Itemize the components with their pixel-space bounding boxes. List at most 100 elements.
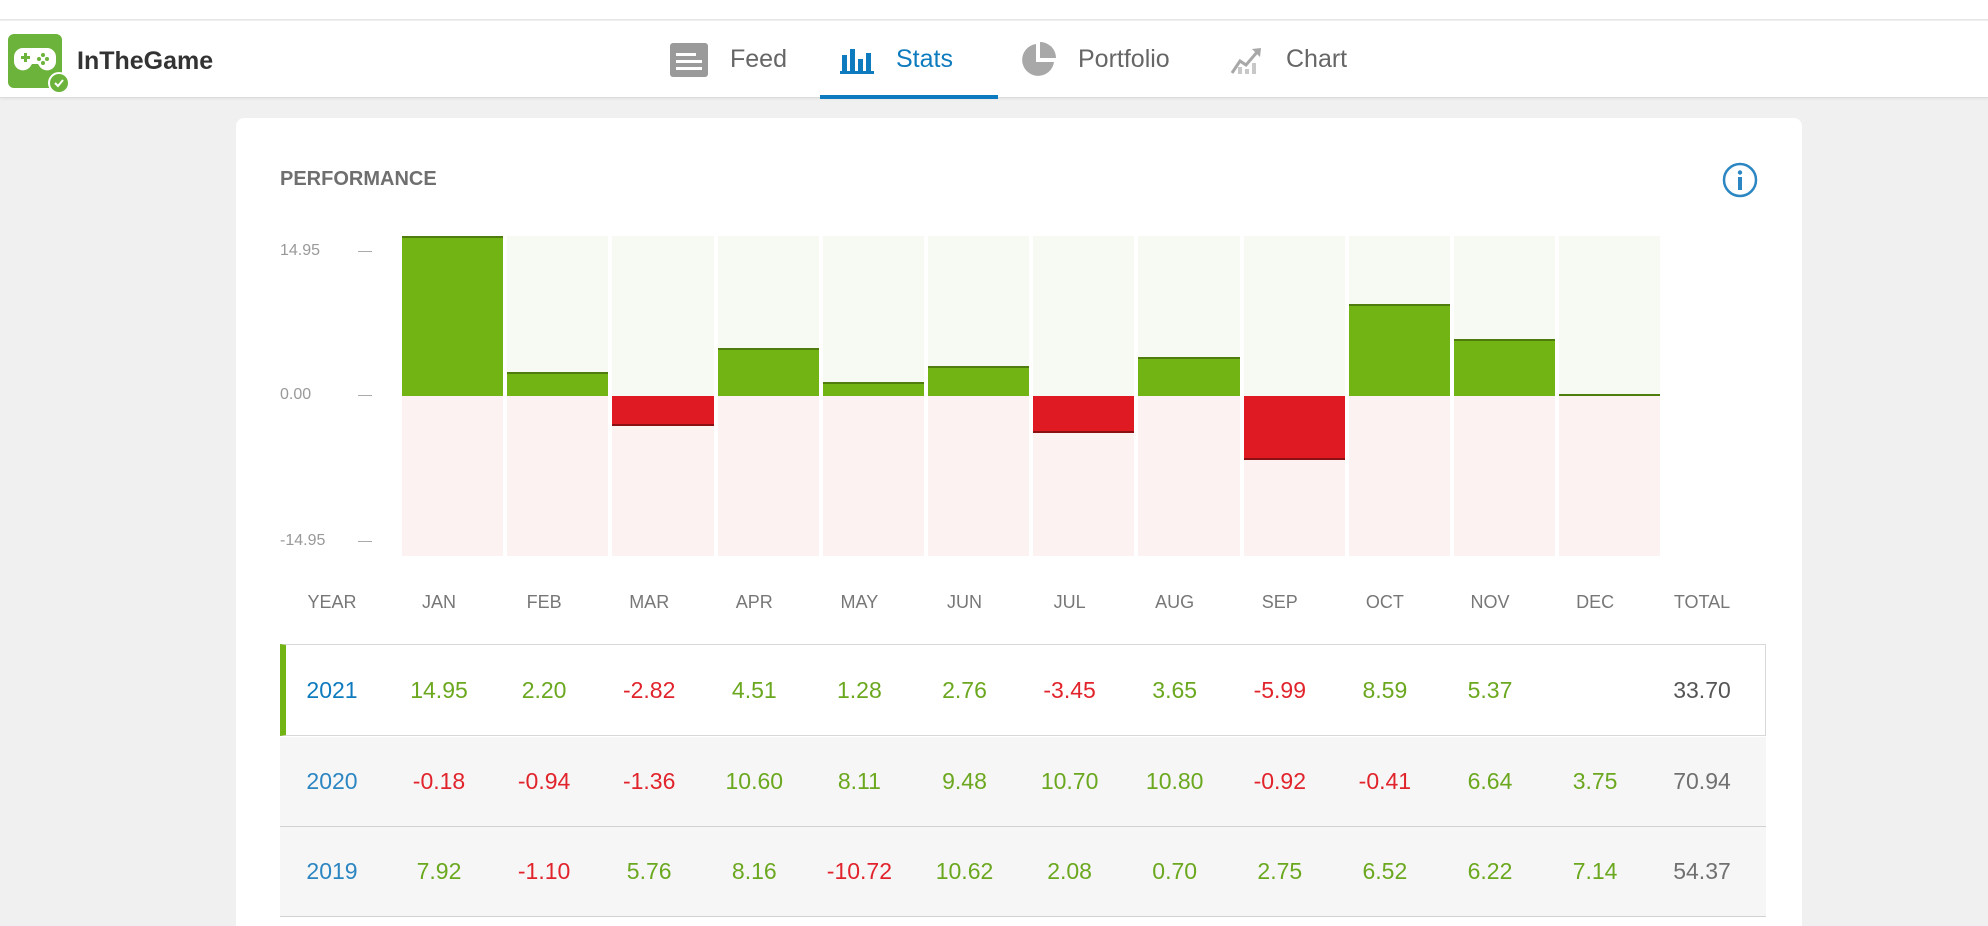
month-cell-dec: 7.14 bbox=[1572, 858, 1618, 884]
table-row-2019[interactable]: 2019 7.92 -1.10 5.76 8.16 -10.72 10.62 2.08 0.70… bbox=[280, 827, 1766, 917]
bar-aug[interactable] bbox=[1138, 356, 1240, 396]
table-row-2020[interactable]: 2020 -0.18 -0.94 -1.36 10.60 8.11 9.48 10.70 10.… bbox=[280, 737, 1766, 827]
chart-bg-negative-oct bbox=[1348, 396, 1450, 556]
bar-mar[interactable] bbox=[612, 396, 714, 427]
chart-bg-negative-feb bbox=[507, 396, 609, 556]
column-header-apr: APR bbox=[735, 592, 773, 612]
top-navbar: InTheGame Feed bbox=[0, 21, 1988, 99]
bar-sep[interactable] bbox=[1243, 396, 1345, 461]
chart-bg-negative-apr bbox=[717, 396, 819, 556]
month-cell-jun: 10.62 bbox=[935, 858, 994, 884]
month-cell-sep: 2.75 bbox=[1257, 858, 1303, 884]
section-title: PERFORMANCE bbox=[280, 168, 437, 190]
tab-feed[interactable]: Feed bbox=[648, 21, 820, 98]
chart-bg-positive-sep bbox=[1243, 236, 1345, 396]
total-cell: 70.94 bbox=[1673, 768, 1731, 794]
month-cell-may: 1.28 bbox=[837, 676, 882, 703]
month-cell-jul: 10.70 bbox=[1040, 768, 1099, 794]
chart-bg-negative-jun bbox=[928, 396, 1030, 556]
month-cell-jan: 14.95 bbox=[410, 676, 468, 703]
main-tabs: Feed Stats Portfolio bbox=[648, 21, 1370, 99]
chart-bg-positive-mar bbox=[612, 236, 714, 396]
total-cell: 33.70 bbox=[1673, 676, 1731, 703]
month-cell-nov: 5.37 bbox=[1467, 676, 1513, 703]
month-cell-jun: 2.76 bbox=[942, 676, 987, 703]
bar-may[interactable] bbox=[822, 382, 924, 396]
column-header-year: YEAR bbox=[307, 592, 357, 612]
chart-bg-negative-nov bbox=[1454, 396, 1556, 556]
month-cell-jan: 7.92 bbox=[416, 858, 462, 884]
chart-bg-positive-may bbox=[822, 236, 924, 396]
month-cell-nov: 6.22 bbox=[1467, 858, 1513, 884]
tab-chart-label: Chart bbox=[1286, 45, 1348, 73]
y-tick-mark-top bbox=[358, 251, 372, 252]
tab-portfolio[interactable]: Portfolio bbox=[998, 21, 1210, 98]
top-strip bbox=[0, 0, 1988, 20]
app-name: InTheGame bbox=[77, 46, 214, 75]
month-cell-dec bbox=[1545, 645, 1645, 735]
column-header-oct: OCT bbox=[1365, 592, 1404, 612]
month-cell-jul: 2.08 bbox=[1047, 858, 1092, 884]
year-cell[interactable]: 2021 bbox=[306, 676, 358, 703]
month-cell-may: -10.72 bbox=[826, 858, 892, 884]
performance-card: PERFORMANCE 14.95 0.00 -14.95 YEAR JAN FEB… bbox=[236, 118, 1802, 926]
bar-dec[interactable] bbox=[1559, 394, 1661, 396]
month-cell-dec: 3.75 bbox=[1572, 768, 1618, 794]
month-cell-aug: 10.80 bbox=[1145, 768, 1204, 794]
brand[interactable]: InTheGame bbox=[8, 34, 214, 94]
month-cell-mar: 5.76 bbox=[626, 858, 672, 884]
bar-nov[interactable] bbox=[1454, 338, 1556, 396]
info-icon[interactable] bbox=[1722, 162, 1758, 198]
bar-feb[interactable] bbox=[507, 372, 609, 396]
trend-chart-icon bbox=[1230, 45, 1266, 75]
gamepad-logo-icon bbox=[8, 34, 70, 94]
month-cell-mar: -1.36 bbox=[622, 768, 676, 794]
verified-check-icon bbox=[48, 72, 70, 94]
month-cell-feb: -0.94 bbox=[517, 768, 571, 794]
chart-bg-negative-aug bbox=[1138, 396, 1240, 556]
tab-chart[interactable]: Chart bbox=[1210, 21, 1370, 98]
month-cell-sep: -0.92 bbox=[1253, 768, 1307, 794]
month-cell-oct: 8.59 bbox=[1362, 676, 1408, 703]
performance-bar-chart bbox=[402, 236, 1661, 556]
column-header-sep: SEP bbox=[1261, 592, 1298, 612]
y-tick-label-zero: 0.00 bbox=[280, 386, 312, 403]
bar-chart-icon bbox=[840, 45, 876, 75]
column-header-jun: JUN bbox=[947, 592, 982, 612]
month-cell-aug: 3.65 bbox=[1152, 676, 1198, 703]
total-cell: 54.37 bbox=[1673, 858, 1731, 884]
month-cell-nov: 6.64 bbox=[1467, 768, 1513, 794]
column-header-dec: DEC bbox=[1576, 592, 1615, 612]
feed-icon bbox=[668, 41, 710, 79]
bar-jan[interactable] bbox=[402, 236, 504, 396]
column-header-total: TOTAL bbox=[1673, 592, 1731, 612]
month-cell-apr: 4.51 bbox=[731, 676, 777, 703]
y-tick-mark-zero bbox=[358, 395, 372, 396]
bar-jun[interactable] bbox=[928, 366, 1030, 396]
bar-oct[interactable] bbox=[1348, 304, 1450, 396]
table-row-2021[interactable]: 2021 14.95 2.20 -2.82 4.51 1.28 2.76 -3.45 3.65 -… bbox=[280, 644, 1766, 736]
y-tick-label-top: 14.95 bbox=[280, 242, 321, 259]
column-header-aug: AUG bbox=[1155, 592, 1195, 612]
column-header-jul: JUL bbox=[1053, 592, 1086, 612]
column-header-may: MAY bbox=[840, 592, 879, 612]
column-header-jan: JAN bbox=[421, 592, 456, 612]
pie-chart-icon bbox=[1018, 40, 1058, 80]
month-cell-jul: -3.45 bbox=[1043, 676, 1096, 703]
year-cell[interactable]: 2020 bbox=[306, 768, 358, 794]
month-cell-oct: 6.52 bbox=[1362, 858, 1408, 884]
month-cell-oct: -0.41 bbox=[1358, 768, 1412, 794]
column-header-mar: MAR bbox=[629, 592, 670, 612]
month-cell-aug: 0.70 bbox=[1152, 858, 1198, 884]
column-header-nov: NOV bbox=[1470, 592, 1510, 612]
tab-stats[interactable]: Stats bbox=[820, 21, 998, 99]
year-cell[interactable]: 2019 bbox=[306, 858, 358, 884]
month-cell-apr: 10.60 bbox=[725, 768, 784, 794]
y-tick-label-bottom: -14.95 bbox=[280, 532, 326, 549]
chart-bg-negative-may bbox=[822, 396, 924, 556]
bar-jul[interactable] bbox=[1033, 396, 1135, 433]
tab-portfolio-label: Portfolio bbox=[1078, 45, 1170, 73]
bar-apr[interactable] bbox=[717, 347, 819, 396]
chart-bg-negative-jan bbox=[402, 396, 504, 556]
chart-bg-positive-feb bbox=[507, 236, 609, 396]
